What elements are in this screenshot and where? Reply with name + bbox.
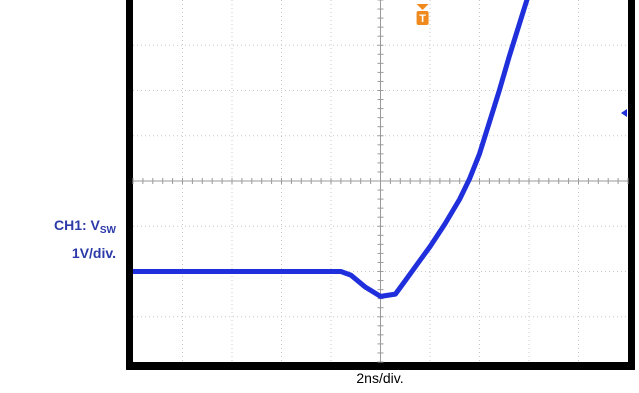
x-scale-label: 2ns/div.: [356, 370, 404, 386]
graticule: [132, 0, 629, 363]
waveform-series: [133, 0, 530, 299]
trigger-label: T: [419, 13, 426, 25]
ground-reference-marker-icon: [621, 109, 627, 117]
channel-label: CH1: VSW 1V/div.: [54, 214, 116, 264]
waveform-trace: [133, 0, 530, 299]
trigger-arrow-icon: [416, 4, 429, 10]
markers: T: [416, 4, 627, 117]
y-scale-label: 1V/div.: [71, 245, 116, 261]
channel-name: CH1: VSW: [53, 217, 116, 236]
trigger-badge: [416, 11, 429, 25]
